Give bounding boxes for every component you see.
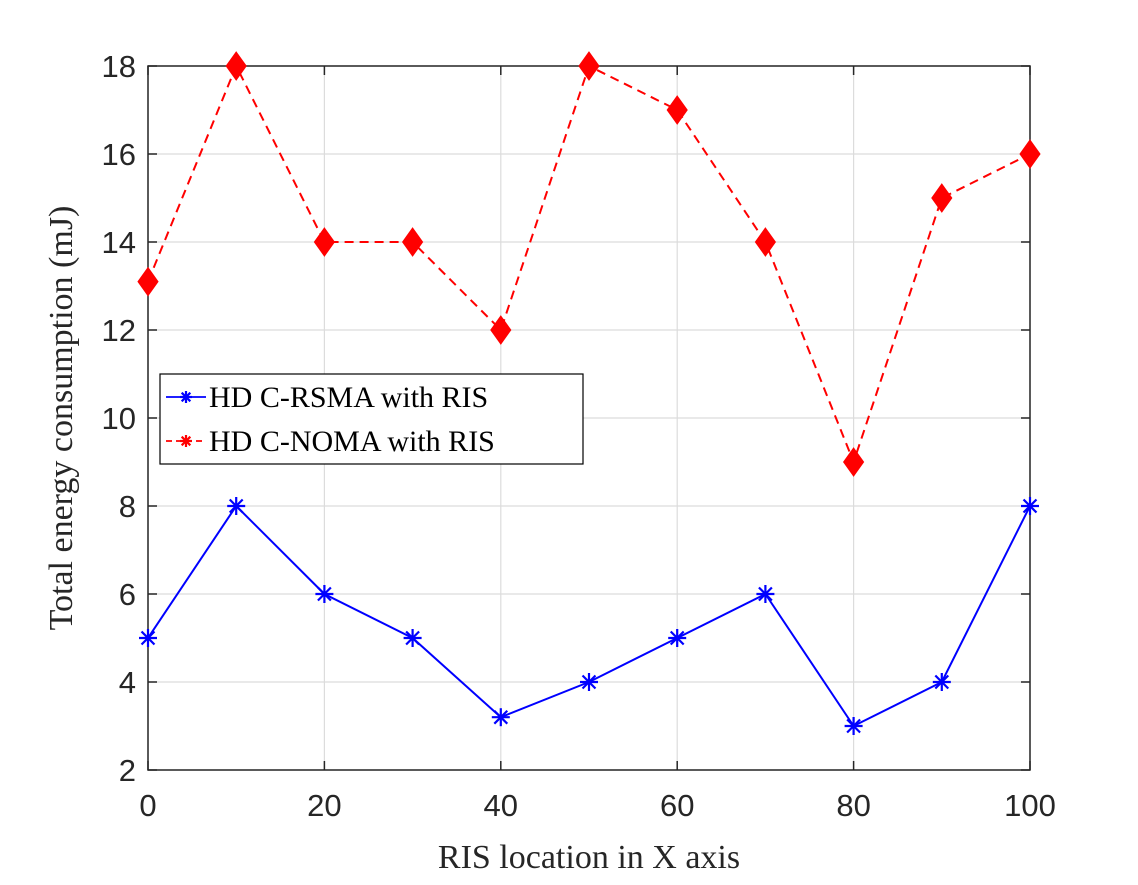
x-tick-label: 20 <box>307 788 341 823</box>
y-tick-label: 18 <box>102 49 136 84</box>
legend-entry-rsma: HD C-RSMA with RIS <box>209 381 488 414</box>
y-tick-label: 2 <box>119 753 136 788</box>
y-tick-label: 4 <box>119 665 136 700</box>
data-point-marker <box>931 183 953 213</box>
y-tick-label: 16 <box>102 137 136 172</box>
x-tick-label: 40 <box>484 788 518 823</box>
x-tick-label: 0 <box>139 788 156 823</box>
data-point-marker <box>842 447 865 477</box>
y-tick-label: 12 <box>102 313 136 348</box>
data-point-marker <box>139 629 157 647</box>
data-point-marker <box>666 95 688 125</box>
data-point-marker <box>225 51 247 81</box>
data-point-marker <box>754 227 777 257</box>
y-tick-label: 10 <box>102 401 136 436</box>
data-point-marker <box>137 266 159 297</box>
legend-asterisk-icon <box>180 391 192 403</box>
data-point-marker <box>932 673 951 691</box>
y-tick-label: 14 <box>102 225 136 260</box>
data-point-marker <box>1021 497 1039 515</box>
x-tick-label: 100 <box>1004 788 1056 823</box>
data-point-marker <box>490 315 512 345</box>
data-point-marker <box>227 497 246 515</box>
data-point-marker <box>668 629 687 647</box>
data-point-marker <box>403 629 422 647</box>
data-point-marker <box>401 227 424 257</box>
legend-box <box>159 373 584 465</box>
x-tick-label: 80 <box>836 788 870 823</box>
data-point-marker <box>756 585 775 603</box>
data-point-marker <box>1019 139 1041 169</box>
x-tick-label: 60 <box>660 788 694 823</box>
x-axis-label: RIS location in X axis <box>438 839 740 876</box>
y-axis-label: Total energy consumption (mJ) <box>43 206 80 631</box>
legend: HD C-RSMA with RIS HD C-NOMA with RIS <box>159 373 584 465</box>
data-point-marker <box>578 51 600 81</box>
series-layer <box>137 51 1041 735</box>
legend-marker-rsma <box>180 391 192 403</box>
data-point-marker <box>580 673 598 691</box>
data-point-marker <box>315 585 334 603</box>
data-point-marker <box>491 708 510 727</box>
y-tick-label: 8 <box>119 489 136 524</box>
series-line-0 <box>147 504 1031 728</box>
data-point-marker <box>844 717 863 735</box>
legend-entry-noma: HD C-NOMA with RIS <box>209 425 495 458</box>
legend-marker-noma <box>180 435 192 447</box>
data-point-marker <box>313 227 336 257</box>
y-tick-label: 6 <box>119 577 136 612</box>
legend-asterisk-icon <box>180 435 192 447</box>
axis-ticks: 0 20 40 60 80 100 2 4 6 8 10 12 14 16 18 <box>102 49 1056 823</box>
